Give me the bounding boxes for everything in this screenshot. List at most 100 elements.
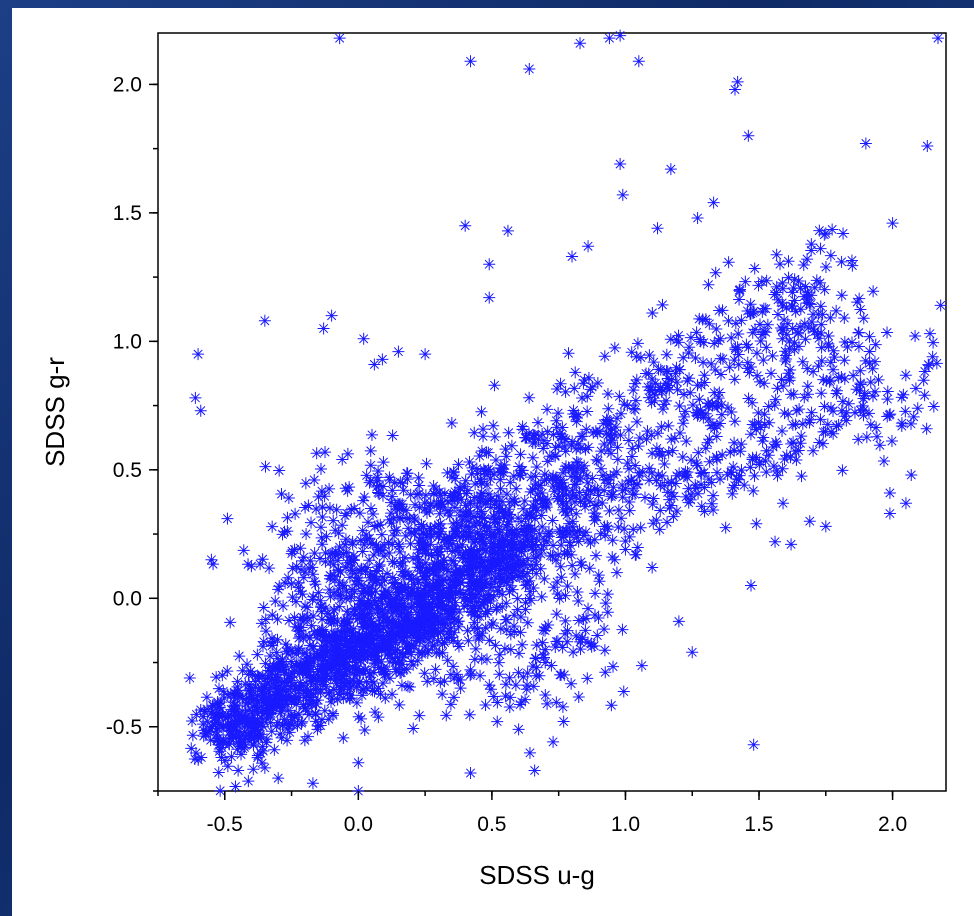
data-point: [695, 467, 708, 480]
x-tick-label: 2.0: [878, 813, 907, 836]
data-point: [506, 583, 519, 596]
data-point: [405, 638, 418, 651]
data-point: [459, 509, 472, 522]
data-point: [294, 679, 307, 692]
data-point: [586, 380, 599, 393]
data-point: [722, 256, 735, 269]
data-point: [838, 311, 851, 324]
data-point: [677, 417, 690, 430]
data-point: [367, 666, 380, 679]
data-point: [395, 679, 408, 692]
data-point: [484, 683, 497, 696]
data-point: [437, 584, 450, 597]
data-point: [206, 700, 219, 713]
data-point: [364, 667, 377, 680]
data-point: [314, 686, 327, 699]
data-point: [621, 457, 634, 470]
data-point: [917, 374, 930, 387]
data-point: [479, 699, 492, 712]
data-point: [358, 538, 371, 551]
data-point: [702, 473, 715, 486]
y-tick-label: 0.5: [113, 459, 142, 482]
data-point: [301, 705, 314, 718]
data-point: [378, 550, 391, 563]
data-point: [584, 383, 597, 396]
data-point: [268, 743, 281, 756]
data-point: [387, 512, 400, 525]
data-point: [392, 618, 405, 631]
data-point: [274, 660, 287, 673]
data-point: [256, 718, 269, 731]
data-point: [386, 652, 399, 665]
data-point: [512, 723, 525, 736]
data-point: [520, 683, 533, 696]
data-point: [438, 675, 451, 688]
data-point: [235, 748, 248, 761]
data-point: [769, 436, 782, 449]
data-point: [735, 464, 748, 477]
data-point: [592, 569, 605, 582]
data-point: [743, 366, 756, 379]
data-point: [484, 547, 497, 560]
data-point: [369, 622, 382, 635]
data-point: [787, 436, 800, 449]
data-point: [808, 325, 821, 338]
data-point: [256, 553, 269, 566]
data-point: [679, 490, 692, 503]
data-point: [462, 530, 475, 543]
data-point: [582, 484, 595, 497]
data-point: [541, 425, 554, 438]
data-point: [427, 590, 440, 603]
data-point: [579, 500, 592, 513]
data-point: [481, 605, 494, 618]
data-point: [420, 457, 433, 470]
data-point: [389, 597, 402, 610]
data-point: [312, 586, 325, 599]
data-point: [273, 464, 286, 477]
data-point: [430, 614, 443, 627]
data-point: [288, 543, 301, 556]
data-point: [706, 418, 719, 431]
data-point: [450, 668, 463, 681]
data-point: [552, 439, 565, 452]
data-point: [854, 378, 867, 391]
data-point: [488, 513, 501, 526]
data-point: [740, 338, 753, 351]
data-point: [238, 741, 251, 754]
data-point: [840, 406, 853, 419]
data-point: [294, 563, 307, 576]
data-point: [771, 382, 784, 395]
data-point: [759, 455, 772, 468]
data-point: [610, 566, 623, 579]
data-point: [785, 300, 798, 313]
data-point: [235, 736, 248, 749]
data-point: [364, 636, 377, 649]
data-point: [668, 490, 681, 503]
data-point: [835, 255, 848, 268]
data-point: [504, 562, 517, 575]
data-point: [672, 615, 685, 628]
data-point: [691, 459, 704, 472]
data-point: [308, 575, 321, 588]
data-point: [431, 580, 444, 593]
data-point: [194, 703, 207, 716]
data-point: [767, 460, 780, 473]
data-point: [376, 489, 389, 502]
data-point: [589, 587, 602, 600]
data-point: [277, 661, 290, 674]
data-point: [488, 555, 501, 568]
data-point: [778, 407, 791, 420]
data-point: [495, 556, 508, 569]
data-point: [333, 688, 346, 701]
data-point: [363, 476, 376, 489]
data-point: [638, 491, 651, 504]
data-point: [574, 37, 587, 50]
data-point: [341, 605, 354, 618]
data-point: [308, 650, 321, 663]
data-point: [812, 360, 825, 373]
data-point: [299, 677, 312, 690]
data-point: [397, 652, 410, 665]
data-point: [590, 549, 603, 562]
data-point: [616, 484, 629, 497]
data-point: [527, 502, 540, 515]
